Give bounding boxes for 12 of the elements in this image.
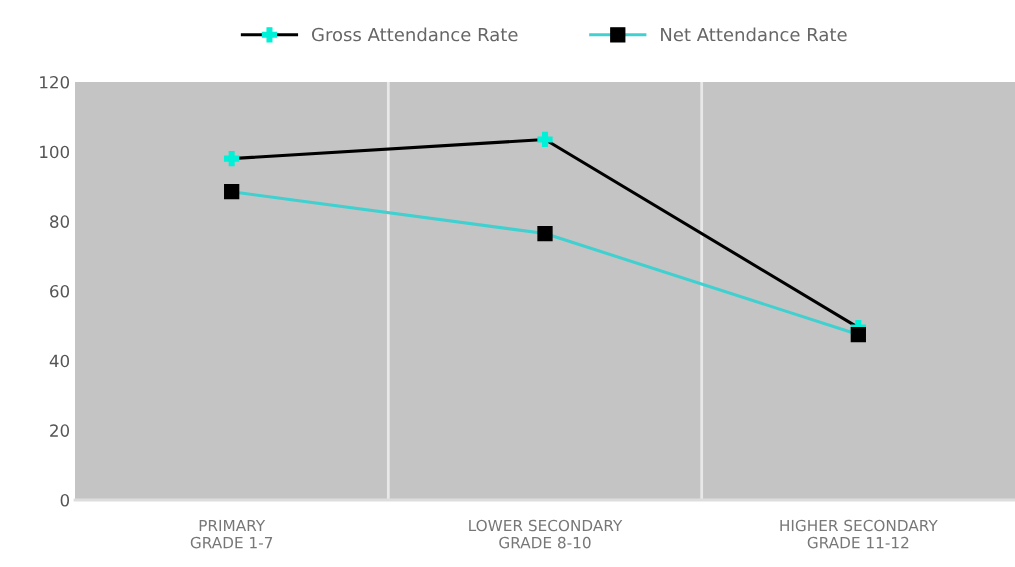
- x-tick-label: HIGHER SECONDARY GRADE 11-12: [780, 519, 938, 549]
- x-tick-label: LOWER SECONDARY GRADE 8-10: [469, 519, 623, 549]
- y-tick-label: 80: [50, 215, 70, 228]
- y-tick-label: 40: [49, 354, 70, 368]
- y-tick-label: 60: [50, 284, 70, 298]
- y-tick-label: 20: [50, 424, 70, 437]
- y-tick-label: 120: [40, 75, 70, 89]
- legend-label: Gross Attendance Rate: [312, 27, 518, 42]
- y-tick-label: 0: [60, 493, 70, 507]
- legend-label: Net Attendance Rate: [661, 27, 847, 42]
- y-tick-label: 100: [40, 145, 70, 159]
- x-tick-label: PRIMARY GRADE 1-7: [190, 519, 273, 549]
